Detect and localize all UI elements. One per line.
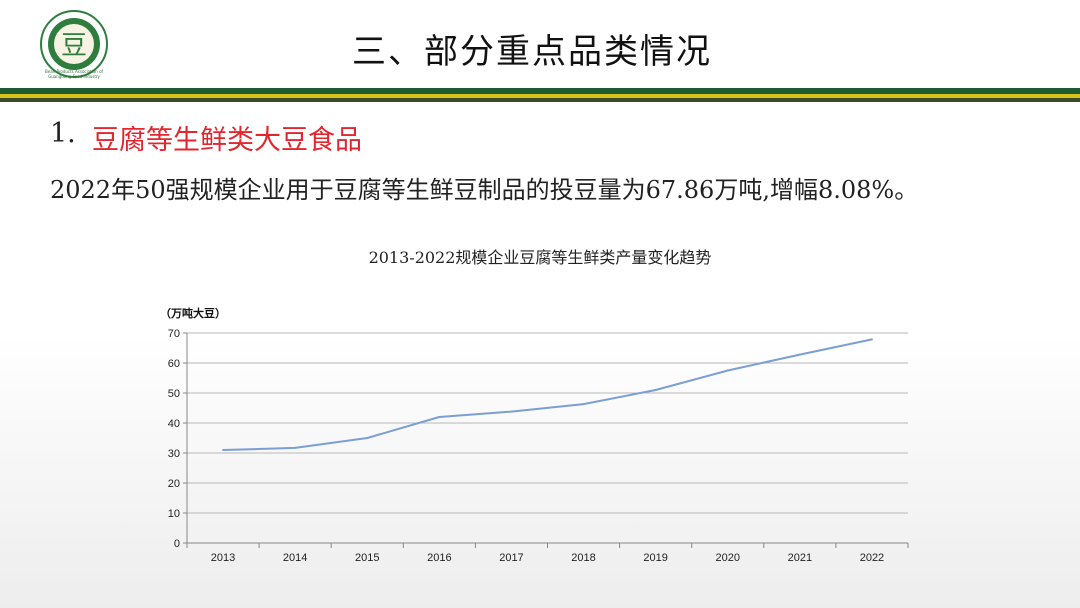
section-summary: 2022年50强规模企业用于豆腐等生鲜豆制品的投豆量为67.86万吨,增幅8.0… bbox=[50, 176, 919, 204]
y-tick-label: 70 bbox=[168, 328, 180, 340]
data-point bbox=[510, 410, 513, 413]
y-tick-label: 50 bbox=[168, 388, 180, 400]
data-point bbox=[438, 416, 441, 418]
x-tick-label: 2013 bbox=[211, 552, 235, 564]
x-tick-label: 2019 bbox=[643, 552, 667, 564]
header-band-yellow bbox=[0, 94, 1080, 98]
logo-char: 豆 bbox=[61, 31, 87, 61]
x-tick-label: 2022 bbox=[860, 552, 884, 564]
x-tick-label: 2018 bbox=[571, 552, 595, 564]
x-tick-label: 2021 bbox=[788, 552, 812, 564]
data-point bbox=[582, 403, 585, 406]
header-band-green bbox=[0, 88, 1080, 94]
y-tick-label: 30 bbox=[168, 448, 180, 460]
y-tick-label: 10 bbox=[168, 508, 180, 520]
y-tick-label: 0 bbox=[174, 538, 180, 550]
x-tick-label: 2015 bbox=[355, 552, 379, 564]
data-point bbox=[294, 446, 297, 449]
association-logo: 豆 bbox=[40, 10, 108, 78]
chart-title: 2013-2022规模企业豆腐等生鲜类产量变化趋势 bbox=[368, 248, 712, 267]
data-point bbox=[654, 389, 657, 391]
data-point bbox=[222, 449, 225, 451]
section-title: 豆腐等生鲜类大豆食品 bbox=[92, 125, 362, 156]
data-point bbox=[726, 369, 729, 372]
data-point bbox=[366, 437, 369, 439]
line-chart: （万吨大豆） 0 10 20 30 40 50 60 70 2013 2014 2015 2016 20… bbox=[160, 306, 909, 564]
x-tick-label: 2017 bbox=[499, 552, 523, 564]
x-tick-label: 2020 bbox=[716, 552, 740, 564]
data-point bbox=[798, 353, 801, 356]
section-number: 1. bbox=[50, 118, 76, 149]
logo-caption: Bean Products Association of Guangdong F… bbox=[45, 69, 103, 79]
y-tick-label: 20 bbox=[168, 478, 180, 490]
page-title: 三、部分重点品类情况 bbox=[352, 32, 712, 72]
x-tick-label: 2016 bbox=[427, 552, 451, 564]
header-band-dark bbox=[0, 98, 1080, 102]
y-tick-label: 60 bbox=[168, 358, 180, 370]
header: 豆 Bean Products Association of Guangdong… bbox=[0, 0, 1080, 88]
y-tick-label: 40 bbox=[168, 418, 180, 430]
data-point bbox=[870, 338, 873, 341]
x-tick-label: 2014 bbox=[283, 552, 307, 564]
series-line bbox=[222, 338, 873, 451]
y-axis-label: （万吨大豆） bbox=[160, 306, 226, 320]
